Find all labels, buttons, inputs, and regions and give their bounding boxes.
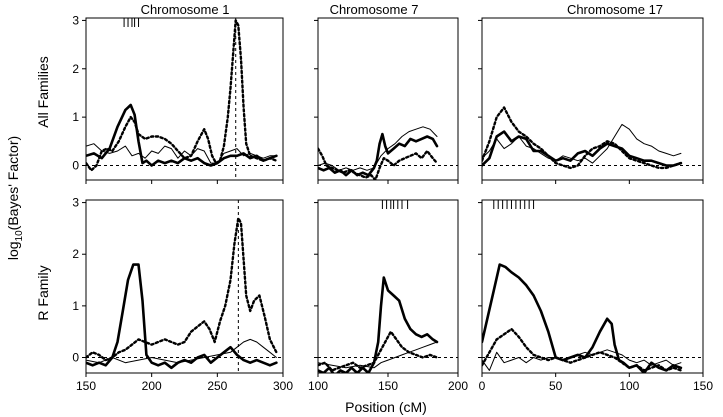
y-tick-label: 2 (72, 62, 79, 76)
series-line-dotted (482, 327, 683, 372)
series-line-dotted (86, 19, 278, 172)
x-tick-label: 50 (549, 379, 563, 393)
x-tick-label: 200 (448, 379, 468, 393)
series-line-thin (86, 143, 277, 164)
x-tick-label: 300 (273, 379, 293, 393)
y-tick-label: 3 (72, 196, 79, 210)
x-tick-label: 0 (479, 379, 486, 393)
panel-frame (317, 17, 459, 181)
series-line-dotted (318, 330, 439, 372)
panel-r1-c1: 100 150 200 (308, 199, 468, 393)
row-label-all-families: All Families (35, 56, 51, 128)
panel-frame (85, 17, 284, 181)
y-axis-label: log10(Bayes' Factor) (5, 136, 25, 260)
column-title-chr17: Chromosome 17 (567, 2, 663, 17)
x-axis-label: Position (cM) (345, 399, 427, 415)
y-axis-label-log: log (5, 241, 21, 260)
series-line-dotted (482, 106, 683, 170)
series-line-thick (86, 263, 278, 370)
panels-layer: 0 1 2 3 0 1 2 3 150 200 250 300 100 150 200 0 50 100 150 (72, 13, 713, 393)
column-title-chr1: Chromosome 1 (141, 2, 230, 17)
series-line-thick (482, 130, 683, 167)
panel-r1-c2: 0 50 100 150 (478, 199, 713, 393)
column-title-chr7: Chromosome 7 (330, 2, 419, 17)
panel-frame (85, 199, 284, 374)
series-line-thick (86, 103, 278, 167)
panel-frame (481, 17, 704, 181)
series-line-thick (318, 276, 439, 373)
y-axis-label-rest: (Bayes' Factor) (5, 136, 21, 230)
y-tick-label: 1 (72, 110, 79, 124)
x-tick-label: 100 (308, 379, 328, 393)
x-tick-label: 100 (619, 379, 639, 393)
y-axis-label-subscript: 10 (14, 230, 25, 242)
y-tick-label: 0 (72, 351, 79, 365)
series-line-thin (318, 341, 438, 369)
y-tick-label: 1 (72, 299, 79, 313)
x-tick-label: 250 (207, 379, 227, 393)
y-tick-label: 3 (72, 13, 79, 27)
series-line-dotted (86, 216, 278, 362)
x-tick-label: 200 (142, 379, 162, 393)
panel-r0-c0: 0 1 2 3 (72, 13, 284, 184)
y-tick-label: 0 (72, 158, 79, 172)
panel-r0-c2 (478, 17, 704, 184)
x-tick-label: 150 (76, 379, 96, 393)
series-line-thin (482, 123, 682, 164)
panel-r1-c0: 0 1 2 3 150 200 250 300 (72, 196, 293, 393)
y-tick-label: 2 (72, 247, 79, 261)
row-label-r-family: R Family (35, 265, 51, 320)
series-line-thin (86, 338, 277, 364)
panel-frame (481, 199, 704, 374)
series-line-dotted (318, 147, 439, 180)
x-tick-label: 150 (378, 379, 398, 393)
series-line-thin (482, 349, 682, 371)
series-line-thick (482, 263, 683, 373)
panel-r0-c1 (314, 17, 459, 184)
x-tick-label: 150 (693, 379, 713, 393)
